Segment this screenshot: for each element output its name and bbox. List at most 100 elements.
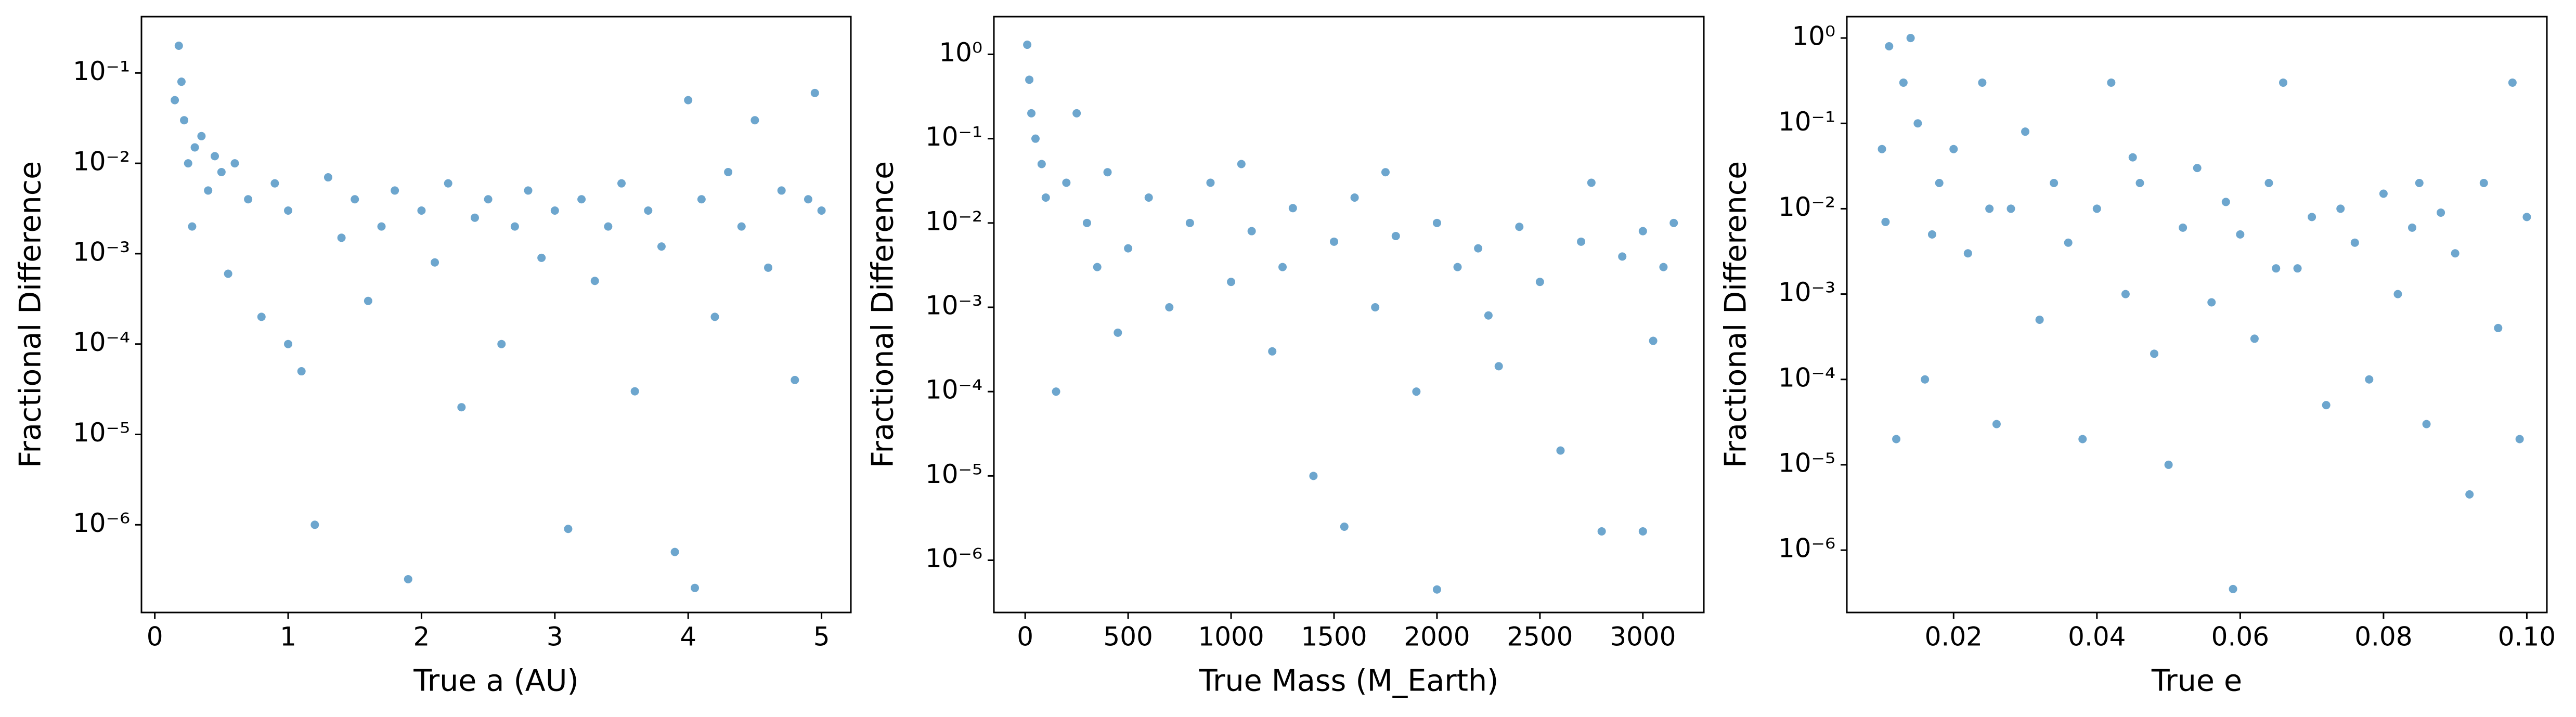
x-tick-label: 2 [413, 622, 430, 652]
point [1329, 237, 1338, 246]
y-tick-label: 10⁻⁴ [925, 375, 982, 405]
y-axis-label: Fractional Difference [14, 161, 48, 468]
point [217, 167, 226, 176]
point [510, 222, 519, 231]
point [1577, 237, 1586, 246]
point [1484, 311, 1493, 320]
y-tick-label: 10⁻³ [1778, 277, 1835, 307]
y-tick-label: 10⁻¹ [73, 56, 130, 86]
point [1921, 375, 1930, 384]
x-tick-label: 3000 [1610, 622, 1676, 652]
point [1027, 109, 1036, 118]
point [431, 258, 439, 267]
y-tick-label: 10⁻⁶ [73, 508, 130, 538]
point [364, 296, 372, 305]
point [2229, 584, 2237, 593]
point [177, 77, 186, 86]
point [2272, 264, 2281, 273]
point [1494, 362, 1503, 371]
point [188, 222, 197, 231]
point [1515, 223, 1524, 231]
point [2322, 401, 2331, 410]
point [804, 195, 812, 204]
y-tick-label: 10⁻² [925, 206, 982, 236]
point [1949, 145, 1958, 153]
x-axis-label: True Mass (M_Earth) [1199, 664, 1499, 698]
point [171, 96, 179, 105]
point [657, 242, 666, 251]
y-tick-label: 10⁻³ [73, 237, 130, 267]
point [791, 375, 799, 384]
point [710, 312, 719, 321]
point [1453, 263, 1462, 271]
point [310, 520, 319, 529]
point [1041, 193, 1050, 202]
x-tick-label: 0.06 [2211, 622, 2269, 652]
point [2494, 323, 2503, 332]
point [2128, 153, 2137, 162]
point [1535, 278, 1544, 286]
point [697, 195, 706, 204]
point [564, 525, 573, 533]
x-axis-label: True e [2151, 664, 2242, 698]
y-tick-label: 10⁻⁶ [925, 543, 982, 573]
point [1992, 420, 2001, 428]
point [1288, 204, 1297, 213]
point [1093, 263, 1102, 271]
point [1913, 119, 1922, 128]
point [211, 152, 219, 161]
point [2107, 78, 2116, 87]
point [1268, 347, 1277, 356]
x-tick-label: 1500 [1301, 622, 1367, 652]
point [2336, 204, 2345, 213]
point [2221, 198, 2230, 206]
point [1381, 168, 1390, 177]
point [257, 312, 266, 321]
point [2150, 349, 2159, 358]
point [1206, 178, 1215, 187]
y-tick-label: 10⁰ [1792, 21, 1835, 51]
point [670, 547, 679, 556]
y-tick-label: 10⁰ [939, 37, 982, 68]
point [2293, 264, 2302, 273]
point [2007, 204, 2015, 213]
point [2522, 213, 2531, 221]
point [1124, 244, 1133, 253]
x-tick-label: 3 [547, 622, 563, 652]
point [244, 195, 253, 204]
point [1144, 193, 1153, 202]
point [2465, 490, 2474, 499]
point [2379, 189, 2388, 198]
point [184, 159, 192, 168]
point [2393, 290, 2402, 298]
point [1432, 585, 1441, 594]
point [1165, 303, 1174, 312]
point [2064, 238, 2073, 247]
point [1587, 178, 1596, 187]
point [1638, 227, 1647, 236]
point [1309, 472, 1318, 480]
point [1031, 134, 1040, 143]
point [224, 269, 232, 278]
point [230, 159, 239, 168]
point [1927, 230, 1936, 239]
y-tick-label: 10⁻⁴ [73, 327, 130, 357]
point [737, 222, 746, 231]
point [777, 186, 786, 195]
point [2422, 420, 2431, 428]
point [2078, 435, 2087, 444]
point [284, 340, 293, 348]
point [2021, 127, 2030, 136]
point [604, 222, 613, 231]
point [1963, 249, 1972, 258]
x-tick-label: 4 [680, 622, 696, 652]
point [444, 179, 452, 188]
point [197, 132, 206, 140]
point [1985, 204, 1994, 213]
point [2508, 78, 2517, 87]
point [524, 186, 533, 195]
point [644, 206, 653, 215]
point [2164, 460, 2173, 469]
y-tick-label: 10⁻⁵ [925, 459, 982, 489]
